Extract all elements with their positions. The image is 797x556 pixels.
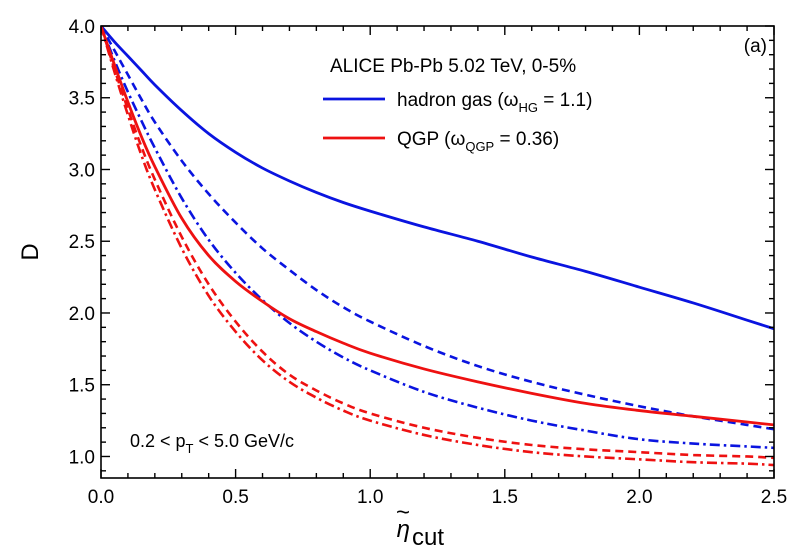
series-layer bbox=[101, 26, 774, 467]
legend-header: ALICE Pb-Pb 5.02 TeV, 0-5% bbox=[330, 56, 576, 77]
legend-label-hadron-gas: hadron gas (ωHG = 1.1) bbox=[397, 90, 592, 115]
x-axis-title: η ~ cut bbox=[396, 499, 444, 551]
x-axis-title-tilde: ~ bbox=[396, 499, 410, 526]
panel-label: (a) bbox=[744, 36, 767, 57]
x-tick-label: 2.5 bbox=[761, 487, 787, 508]
kinematic-cut-annotation: 0.2 < pT < 5.0 GeV/c bbox=[130, 431, 294, 456]
series-qgp-dashdot bbox=[101, 26, 774, 467]
y-tick-label: 2.5 bbox=[69, 232, 95, 253]
legend-entry-hadron-gas: hadron gas (ωHG = 1.1) bbox=[323, 90, 592, 115]
y-axis-title: D bbox=[17, 243, 44, 260]
x-tick-label: 1.0 bbox=[357, 487, 383, 508]
y-tick-label: 2.0 bbox=[69, 304, 95, 325]
y-tick-label: 3.0 bbox=[69, 160, 95, 181]
y-tick-label: 1.0 bbox=[69, 447, 95, 468]
series-hg-solid bbox=[101, 26, 774, 331]
x-tick-label: 0.0 bbox=[88, 487, 114, 508]
x-tick-label: 0.5 bbox=[222, 487, 248, 508]
y-tick-label: 1.5 bbox=[69, 376, 95, 397]
series-qgp-solid bbox=[101, 26, 774, 427]
x-axis-title-sub: cut bbox=[412, 524, 444, 551]
y-tick-label: 4.0 bbox=[69, 17, 95, 38]
series-hg-dash bbox=[101, 26, 774, 431]
x-axis-title-symbol: η bbox=[397, 516, 410, 543]
series-qgp-dash bbox=[101, 26, 774, 460]
y-tick-label: 3.5 bbox=[69, 89, 95, 110]
plot-frame bbox=[100, 25, 775, 479]
legend-label-qgp: QGP (ωQGP = 0.36) bbox=[397, 129, 559, 154]
ticks-layer: 0.0 0.5 1.0 1.5 2.0 2.5 1.0 1.5 2.0 2.5 3.0 3.5 4.0 bbox=[69, 17, 788, 508]
series-hg-dashdot bbox=[101, 26, 774, 450]
legend-entry-qgp: QGP (ωQGP = 0.36) bbox=[323, 129, 559, 154]
x-tick-label: 2.0 bbox=[626, 487, 652, 508]
x-tick-label: 1.5 bbox=[492, 487, 518, 508]
